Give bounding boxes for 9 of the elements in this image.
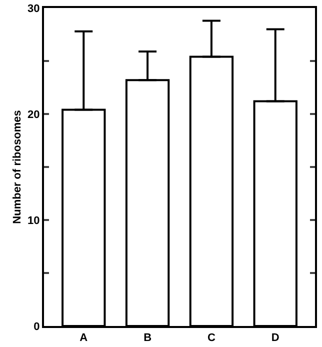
x-tick-label: A: [80, 332, 88, 344]
y-axis-title: Number of ribosomes: [12, 110, 24, 224]
y-tick-label: 30: [28, 2, 40, 15]
y-tick-label: 10: [28, 214, 40, 227]
x-tick-label: D: [271, 332, 280, 344]
x-tick-label: B: [144, 332, 152, 344]
y-tick-label: 20: [28, 108, 40, 121]
x-tick-label: C: [207, 332, 216, 344]
y-tick-label: 0: [34, 320, 40, 333]
